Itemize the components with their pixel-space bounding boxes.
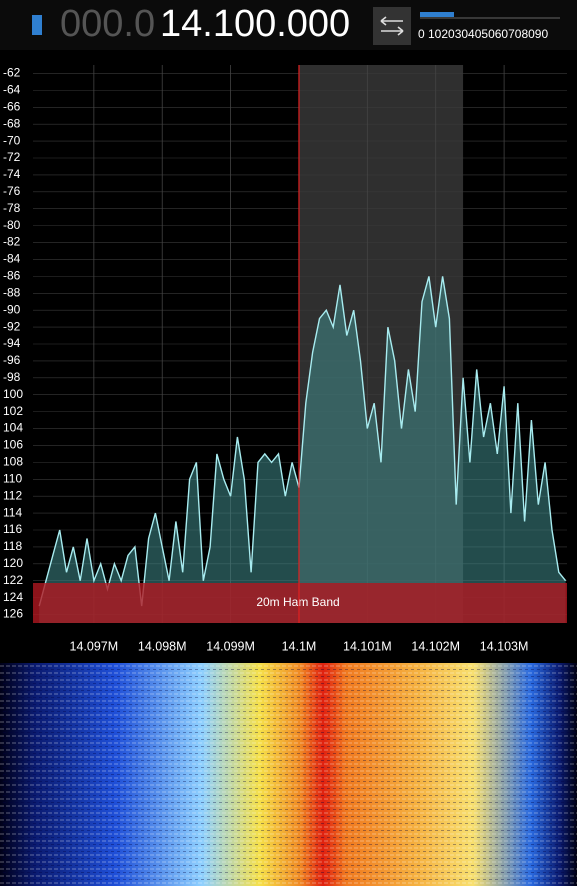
y-tick-label: 126 — [3, 607, 23, 621]
y-tick-label: 112 — [3, 488, 22, 502]
ham-band — [33, 583, 567, 623]
y-tick-label: -90 — [3, 302, 21, 316]
frequency-dim: 000.0 — [60, 3, 155, 45]
y-tick-label: 102 — [3, 404, 23, 418]
y-tick-label: 120 — [3, 556, 23, 570]
y-tick-label: -96 — [3, 353, 21, 367]
y-tick-label: 104 — [3, 421, 23, 435]
level-bar — [420, 12, 454, 17]
y-tick-label: 124 — [3, 590, 23, 604]
swap-icon — [380, 16, 404, 36]
y-tick-label: 100 — [3, 387, 23, 401]
y-tick-label: -92 — [3, 319, 21, 333]
y-tick-label: 122 — [3, 573, 23, 587]
y-tick-label: -66 — [3, 99, 21, 113]
y-tick-label: -62 — [3, 66, 21, 80]
y-tick-label: -64 — [3, 83, 21, 97]
ham-band-label: 20m Ham Band — [256, 595, 339, 609]
y-tick-label: -80 — [3, 218, 21, 232]
level-scale: 0 102030405060708090 — [418, 27, 548, 41]
x-tick-label: 14.101M — [343, 639, 392, 653]
y-tick-label: 118 — [3, 539, 22, 553]
x-tick-label: 14.102M — [411, 639, 460, 653]
y-tick-label: -98 — [3, 370, 21, 384]
spectrum-line — [38, 276, 567, 607]
y-tick-label: -70 — [3, 133, 21, 147]
y-tick-label: 114 — [3, 505, 22, 519]
y-tick-label: -88 — [3, 285, 21, 299]
x-tick-label: 14.099M — [206, 639, 255, 653]
frequency[interactable]: 14.100.000 — [160, 3, 350, 45]
y-tick-label: 110 — [3, 471, 22, 485]
y-tick-label: -74 — [3, 167, 21, 181]
y-tick-label: -94 — [3, 336, 21, 350]
y-tick-label: -82 — [3, 235, 21, 249]
y-tick-label: -86 — [3, 269, 21, 283]
x-tick-label: 14.098M — [138, 639, 187, 653]
toolbar — [0, 0, 577, 50]
waterfall-noise — [0, 663, 577, 886]
y-tick-label: 106 — [3, 438, 23, 452]
y-tick-label: -76 — [3, 184, 21, 198]
y-tick-label: -78 — [3, 201, 21, 215]
y-tick-label: -84 — [3, 252, 21, 266]
x-tick-label: 14.1M — [282, 639, 317, 653]
y-tick-label: -72 — [3, 150, 21, 164]
swap-button[interactable] — [373, 7, 411, 45]
x-tick-label: 14.097M — [70, 639, 119, 653]
y-tick-label: -68 — [3, 116, 21, 130]
menu-marker[interactable] — [32, 15, 42, 35]
x-tick-label: 14.103M — [480, 639, 529, 653]
y-tick-label: 108 — [3, 455, 23, 469]
y-tick-label: 116 — [3, 522, 22, 536]
